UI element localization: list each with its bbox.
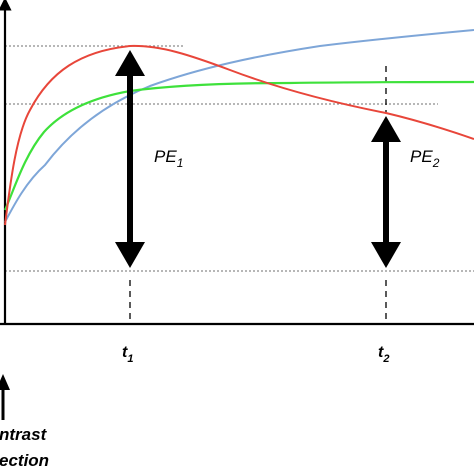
injection-arrow xyxy=(0,374,10,420)
injection-label-line1: ntrast xyxy=(0,425,48,444)
injection-label-line2: ection xyxy=(0,451,49,470)
pe2-label: PE2 xyxy=(410,147,440,170)
pe1-arrow xyxy=(115,50,145,268)
red-curve xyxy=(4,44,474,226)
pe2-arrow xyxy=(371,116,401,268)
pe1-label: PE1 xyxy=(154,147,183,170)
green-curve xyxy=(3,80,474,211)
t2-label: t2 xyxy=(378,344,389,365)
blue-curve xyxy=(4,29,474,223)
t1-label: t1 xyxy=(122,344,133,365)
